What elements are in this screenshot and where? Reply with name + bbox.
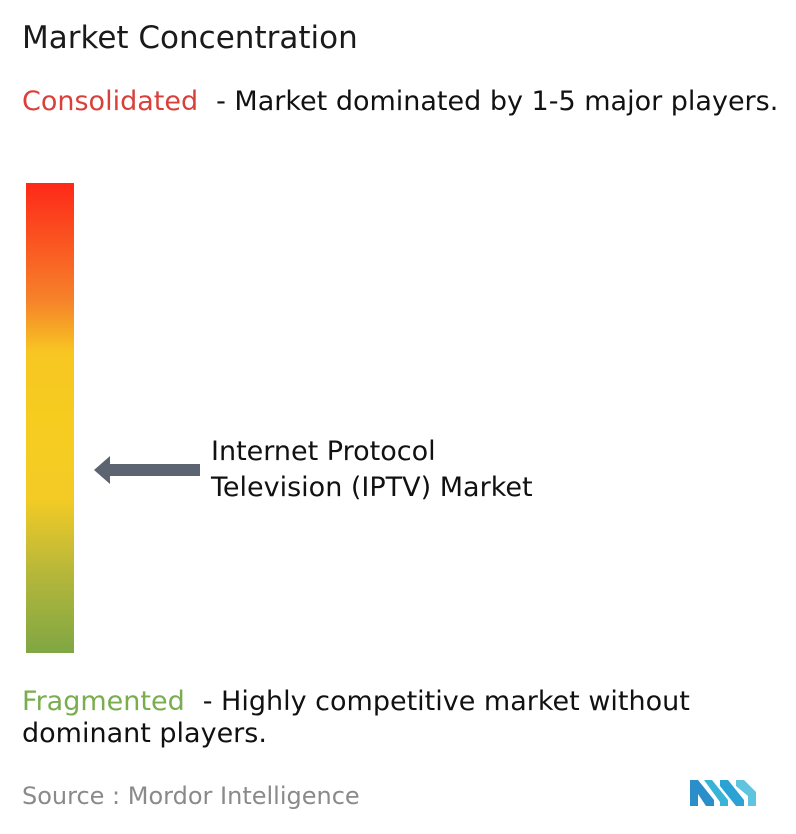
market-label-line-1: Internet Protocol	[211, 435, 436, 467]
consolidated-description: - Market dominated by 1-5 major players.	[216, 86, 779, 117]
market-label-line-2: Television (IPTV) Market	[211, 471, 533, 503]
fragmented-description: - Highly competitive market without domi…	[22, 686, 690, 749]
market-position-arrow-icon	[94, 455, 200, 484]
page-title: Market Concentration	[22, 20, 358, 56]
market-position-label: Internet Protocol Television (IPTV) Mark…	[211, 434, 533, 506]
mordor-intelligence-logo-icon	[690, 780, 756, 806]
concentration-gradient-bar	[26, 183, 74, 653]
consolidated-label: Consolidated	[22, 86, 199, 117]
fragmented-description-row: Fragmented - Highly competitive market wi…	[22, 686, 792, 750]
fragmented-label: Fragmented	[22, 686, 185, 717]
source-credit: Source : Mordor Intelligence	[22, 782, 360, 810]
consolidated-description-row: Consolidated - Market dominated by 1-5 ma…	[22, 86, 792, 118]
